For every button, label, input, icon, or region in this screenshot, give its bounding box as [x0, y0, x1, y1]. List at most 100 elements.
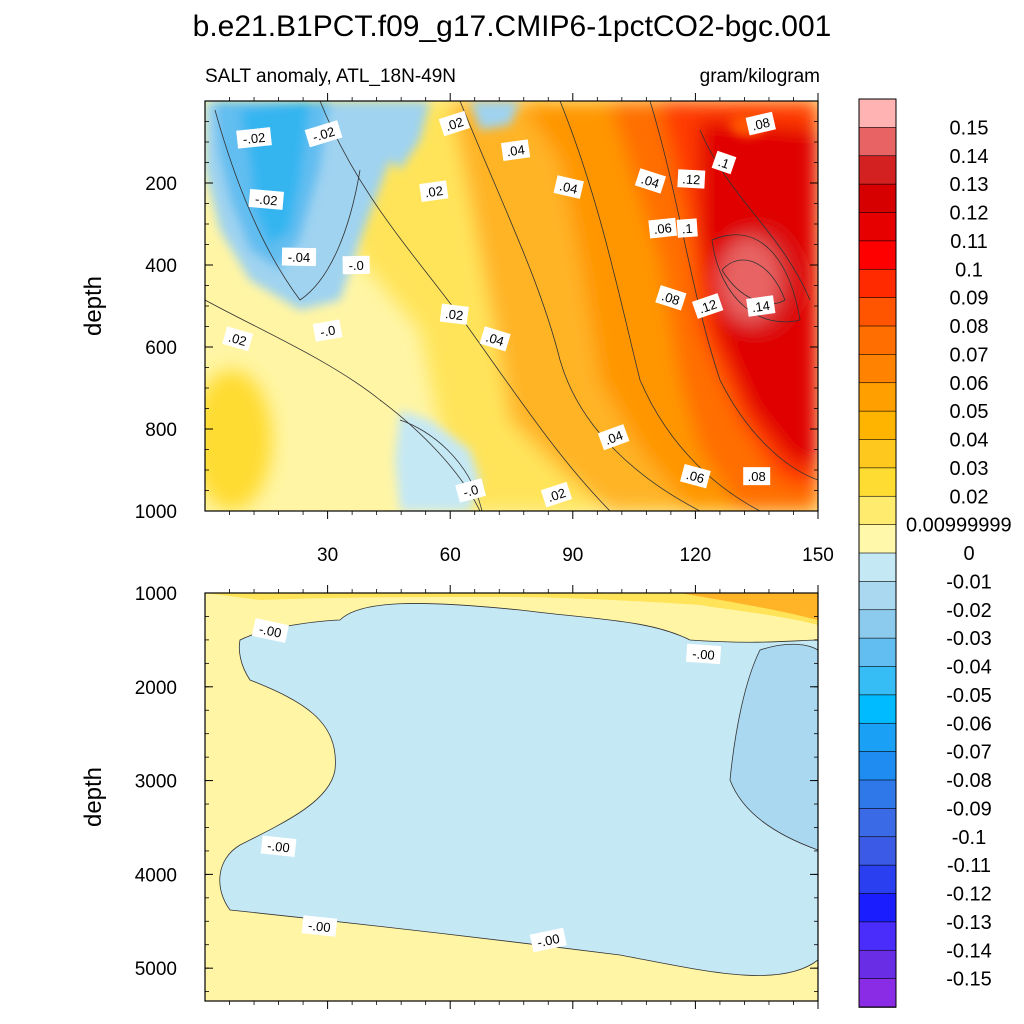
colorbar-swatch — [858, 439, 897, 469]
upper-contour-field — [205, 101, 818, 511]
colorbar-label: 0.1 — [955, 259, 983, 281]
colorbar-swatch — [858, 609, 897, 639]
colorbar-swatch — [858, 212, 897, 242]
colorbar-label: 0.13 — [950, 174, 989, 196]
contour-label-text: .04 — [506, 142, 526, 159]
contour-label-text: .02 — [444, 114, 466, 134]
colorbar-label: 0 — [963, 543, 974, 565]
y-tick-label: 4000 — [135, 865, 177, 886]
main-title: b.e21.B1PCT.f09_g17.CMIP6-1pctCO2-bgc.00… — [193, 10, 832, 43]
contour-label-text: -.00 — [536, 931, 561, 950]
colorbar-label: 0.08 — [950, 316, 989, 338]
contour-label: .02 — [438, 110, 470, 137]
contour-label-text: .08 — [660, 288, 682, 308]
colorbar-swatch — [858, 836, 897, 866]
colorbar-swatch — [858, 268, 897, 299]
colorbar-swatch — [858, 779, 897, 810]
colorbar-label: -0.07 — [946, 742, 992, 764]
colorbar-swatch — [858, 694, 897, 725]
contour-label-text: -.04 — [288, 250, 311, 265]
contour-label: .06 — [648, 217, 678, 239]
contour-label: -.00 — [685, 643, 722, 665]
contour-label: .02 — [540, 481, 573, 508]
colorbar-label: 0.14 — [950, 146, 989, 168]
contour-label-text: -.0 — [461, 482, 480, 500]
contour-label-text: .08 — [750, 115, 771, 134]
colorbar-label: 0.07 — [950, 344, 989, 366]
units-title: gram/kilogram — [700, 66, 820, 87]
colorbar-label: 0.09 — [950, 288, 989, 310]
contour-label-text: .14 — [751, 298, 771, 315]
upper-contour-labels: -.02 -.02 .02 .04 -.02 .02 .04 .04 .12 .1 .08 .06 .1… — [222, 110, 776, 508]
colorbar-label: 0.03 — [950, 458, 989, 480]
y-tick-label: 3000 — [135, 772, 177, 793]
x-tick-label: 150 — [802, 545, 834, 566]
colorbar-swatch — [858, 864, 897, 895]
y-tick-label: 1000 — [135, 584, 177, 605]
colorbar-label: 0.04 — [950, 430, 989, 452]
lower-contour-field — [205, 593, 818, 1001]
colorbar-swatch — [858, 155, 897, 185]
contour-label-text: .12 — [682, 171, 701, 187]
contour-label: .08 — [745, 111, 776, 136]
contour-label-text: -.0 — [319, 322, 337, 339]
upper-ylabel: depth — [80, 276, 107, 336]
colorbar-swatch — [858, 98, 897, 129]
colorbar-swatch — [858, 524, 897, 554]
colorbar-swatch — [858, 410, 897, 441]
contour-label: .04 — [479, 326, 511, 352]
contour-label-text: .1 — [681, 221, 693, 237]
y-tick-label: 200 — [145, 174, 177, 195]
lower-plot-frame — [204, 592, 819, 1002]
contour-label: -.00 — [251, 618, 289, 643]
colorbar-swatch — [858, 637, 897, 668]
contour-label-text: -.00 — [258, 621, 283, 640]
left-title: SALT anomaly, ATL_18N-49N — [205, 66, 456, 87]
colorbar-label: -0.12 — [946, 884, 992, 906]
contour-label: .08 — [743, 467, 771, 486]
contour-label: -.02 — [236, 127, 272, 149]
y-tick-label: 1000 — [135, 502, 177, 523]
colorbar-label: 0.00999999 — [906, 515, 1012, 537]
colorbar-label: -0.04 — [946, 657, 992, 679]
contour-label: .08 — [655, 285, 687, 311]
contour-label-text: .04 — [639, 171, 661, 191]
lower-axes: 1000 2000 3000 4000 5000 — [135, 584, 819, 1009]
colorbar-label: 0.06 — [950, 373, 989, 395]
contour-label: .02 — [439, 303, 469, 325]
colorbar-swatch — [858, 467, 897, 498]
contour-label-text: -.0 — [348, 258, 363, 273]
colorbar-swatch — [858, 893, 897, 923]
contour-label-text: .1 — [716, 154, 731, 172]
colorbar-swatch — [858, 183, 897, 214]
contour-label: -.04 — [281, 247, 317, 267]
contour-label-text: .04 — [484, 329, 506, 349]
colorbar-swatch — [858, 354, 897, 384]
contour-label-text: -.00 — [307, 918, 331, 935]
colorbar-label: 0.15 — [950, 117, 989, 139]
contour-label-text: .04 — [603, 428, 625, 448]
contour-label-text: .02 — [227, 330, 249, 349]
x-tick-label: 30 — [317, 545, 338, 566]
colorbar-label: -0.01 — [946, 571, 992, 593]
colorbar-label: 0.11 — [950, 231, 987, 253]
x-tick-label: 60 — [440, 545, 461, 566]
contour-label: .04 — [553, 175, 584, 199]
y-tick-label: 5000 — [135, 959, 177, 980]
lower-ylabel: depth — [80, 767, 107, 827]
contour-label: -.0 — [342, 255, 370, 275]
colorbar-swatch — [858, 552, 897, 583]
contour-label: .02 — [222, 326, 254, 352]
contour-label-text: -.02 — [242, 130, 266, 147]
contour-label: .04 — [634, 168, 667, 194]
colorbar-label: -0.03 — [946, 628, 992, 650]
colorbar-label: -0.11 — [947, 855, 991, 877]
colorbar-swatch — [858, 978, 897, 1008]
colorbar-label: -0.15 — [946, 969, 992, 991]
colorbar-swatch — [858, 751, 897, 781]
colorbar-label: -0.09 — [946, 798, 992, 820]
upper-axes: 200 400 600 800 1000 30 60 90 120 150 — [135, 93, 834, 566]
contour-label-text: .08 — [748, 469, 766, 484]
contour-label-text: -.02 — [311, 124, 337, 145]
colorbar-label: -0.1 — [952, 827, 986, 849]
